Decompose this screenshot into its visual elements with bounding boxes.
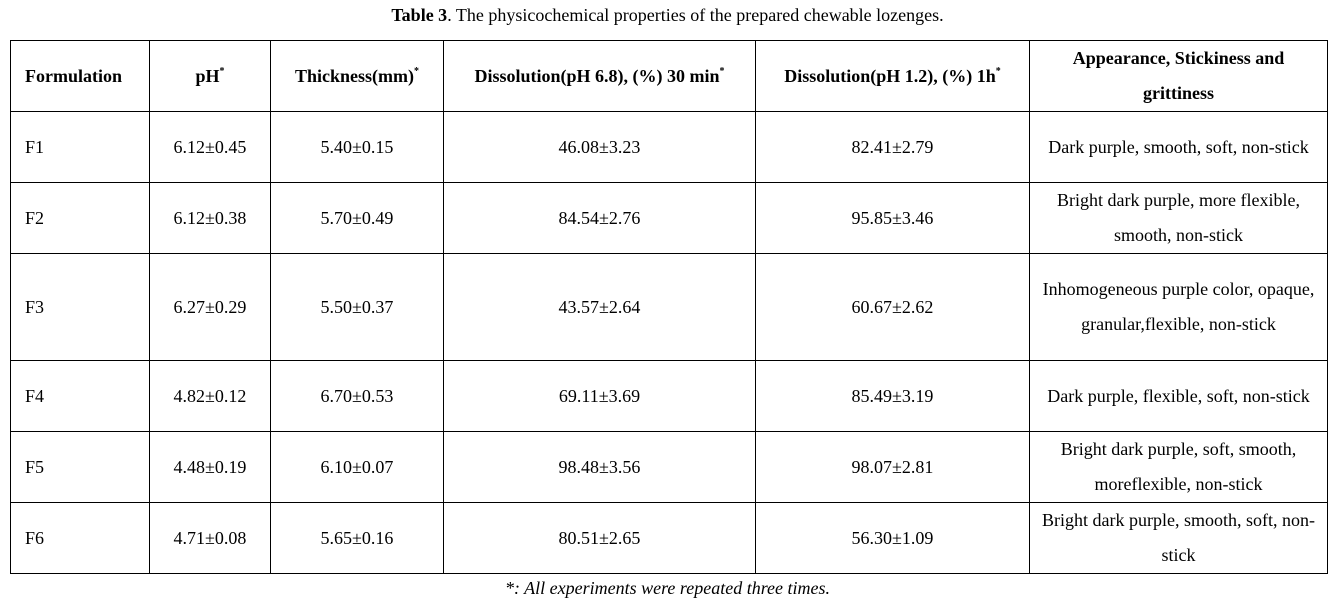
- cell-ph: 6.12±0.38: [149, 182, 271, 254]
- cell-ph: 4.71±0.08: [149, 502, 271, 574]
- cell-appearance: Inhomogeneous purple color, opaque, gran…: [1029, 253, 1328, 361]
- cell-ph: 6.27±0.29: [149, 253, 271, 361]
- cell-ph: 6.12±0.45: [149, 111, 271, 183]
- table-label: Table 3: [391, 5, 448, 25]
- cell-dissolution-ph12: 95.85±3.46: [755, 182, 1030, 254]
- column-header-appearance: Appearance, Stickiness and grittiness: [1029, 40, 1328, 112]
- cell-dissolution-ph12: 82.41±2.79: [755, 111, 1030, 183]
- cell-ph: 4.82±0.12: [149, 360, 271, 432]
- cell-dissolution-ph12: 85.49±3.19: [755, 360, 1030, 432]
- table-caption: Table 3. The physicochemical properties …: [0, 4, 1335, 26]
- table-row: F3 6.27±0.29 5.50±0.37 43.57±2.64 60.67±…: [10, 253, 1328, 361]
- table-row: F1 6.12±0.45 5.40±0.15 46.08±3.23 82.41±…: [10, 111, 1328, 183]
- cell-dissolution-ph12: 98.07±2.81: [755, 431, 1030, 503]
- cell-dissolution-ph68: 69.11±3.69: [443, 360, 756, 432]
- cell-dissolution-ph68: 84.54±2.76: [443, 182, 756, 254]
- cell-thickness: 5.50±0.37: [270, 253, 444, 361]
- cell-formulation: F1: [10, 111, 150, 183]
- column-header-dissolution-ph68: Dissolution(pH 6.8), (%) 30 min*: [443, 40, 756, 112]
- table-row: F2 6.12±0.38 5.70±0.49 84.54±2.76 95.85±…: [10, 182, 1328, 254]
- cell-appearance: Dark purple, flexible, soft, non-stick: [1029, 360, 1328, 432]
- header-row: Formulation pH* Thickness(mm)* Dissoluti…: [10, 40, 1328, 112]
- column-header-dissolution-ph12: Dissolution(pH 1.2), (%) 1h*: [755, 40, 1030, 112]
- cell-dissolution-ph68: 43.57±2.64: [443, 253, 756, 361]
- table-row: F4 4.82±0.12 6.70±0.53 69.11±3.69 85.49±…: [10, 360, 1328, 432]
- table-row: F5 4.48±0.19 6.10±0.07 98.48±3.56 98.07±…: [10, 431, 1328, 503]
- cell-formulation: F2: [10, 182, 150, 254]
- cell-dissolution-ph12: 60.67±2.62: [755, 253, 1030, 361]
- cell-thickness: 5.65±0.16: [270, 502, 444, 574]
- cell-formulation: F4: [10, 360, 150, 432]
- cell-dissolution-ph68: 46.08±3.23: [443, 111, 756, 183]
- cell-thickness: 5.40±0.15: [270, 111, 444, 183]
- table-row: F6 4.71±0.08 5.65±0.16 80.51±2.65 56.30±…: [10, 502, 1328, 574]
- cell-appearance: Bright dark purple, soft, smooth, morefl…: [1029, 431, 1328, 503]
- column-header-thickness: Thickness(mm)*: [270, 40, 444, 112]
- cell-thickness: 6.70±0.53: [270, 360, 444, 432]
- cell-formulation: F3: [10, 253, 150, 361]
- cell-dissolution-ph12: 56.30±1.09: [755, 502, 1030, 574]
- cell-appearance: Dark purple, smooth, soft, non-stick: [1029, 111, 1328, 183]
- table-footnote: *: All experiments were repeated three t…: [504, 578, 831, 598]
- cell-formulation: F6: [10, 502, 150, 574]
- column-header-formulation: Formulation: [10, 40, 150, 112]
- cell-dissolution-ph68: 80.51±2.65: [443, 502, 756, 574]
- cell-appearance: Bright dark purple, smooth, soft, non-st…: [1029, 502, 1328, 574]
- properties-table: Formulation pH* Thickness(mm)* Dissoluti…: [10, 40, 1328, 574]
- cell-thickness: 5.70±0.49: [270, 182, 444, 254]
- table-caption-text: . The physicochemical properties of the …: [447, 5, 944, 25]
- cell-thickness: 6.10±0.07: [270, 431, 444, 503]
- column-header-ph: pH*: [149, 40, 271, 112]
- cell-ph: 4.48±0.19: [149, 431, 271, 503]
- cell-appearance: Bright dark purple, more flexible, smoot…: [1029, 182, 1328, 254]
- cell-dissolution-ph68: 98.48±3.56: [443, 431, 756, 503]
- cell-formulation: F5: [10, 431, 150, 503]
